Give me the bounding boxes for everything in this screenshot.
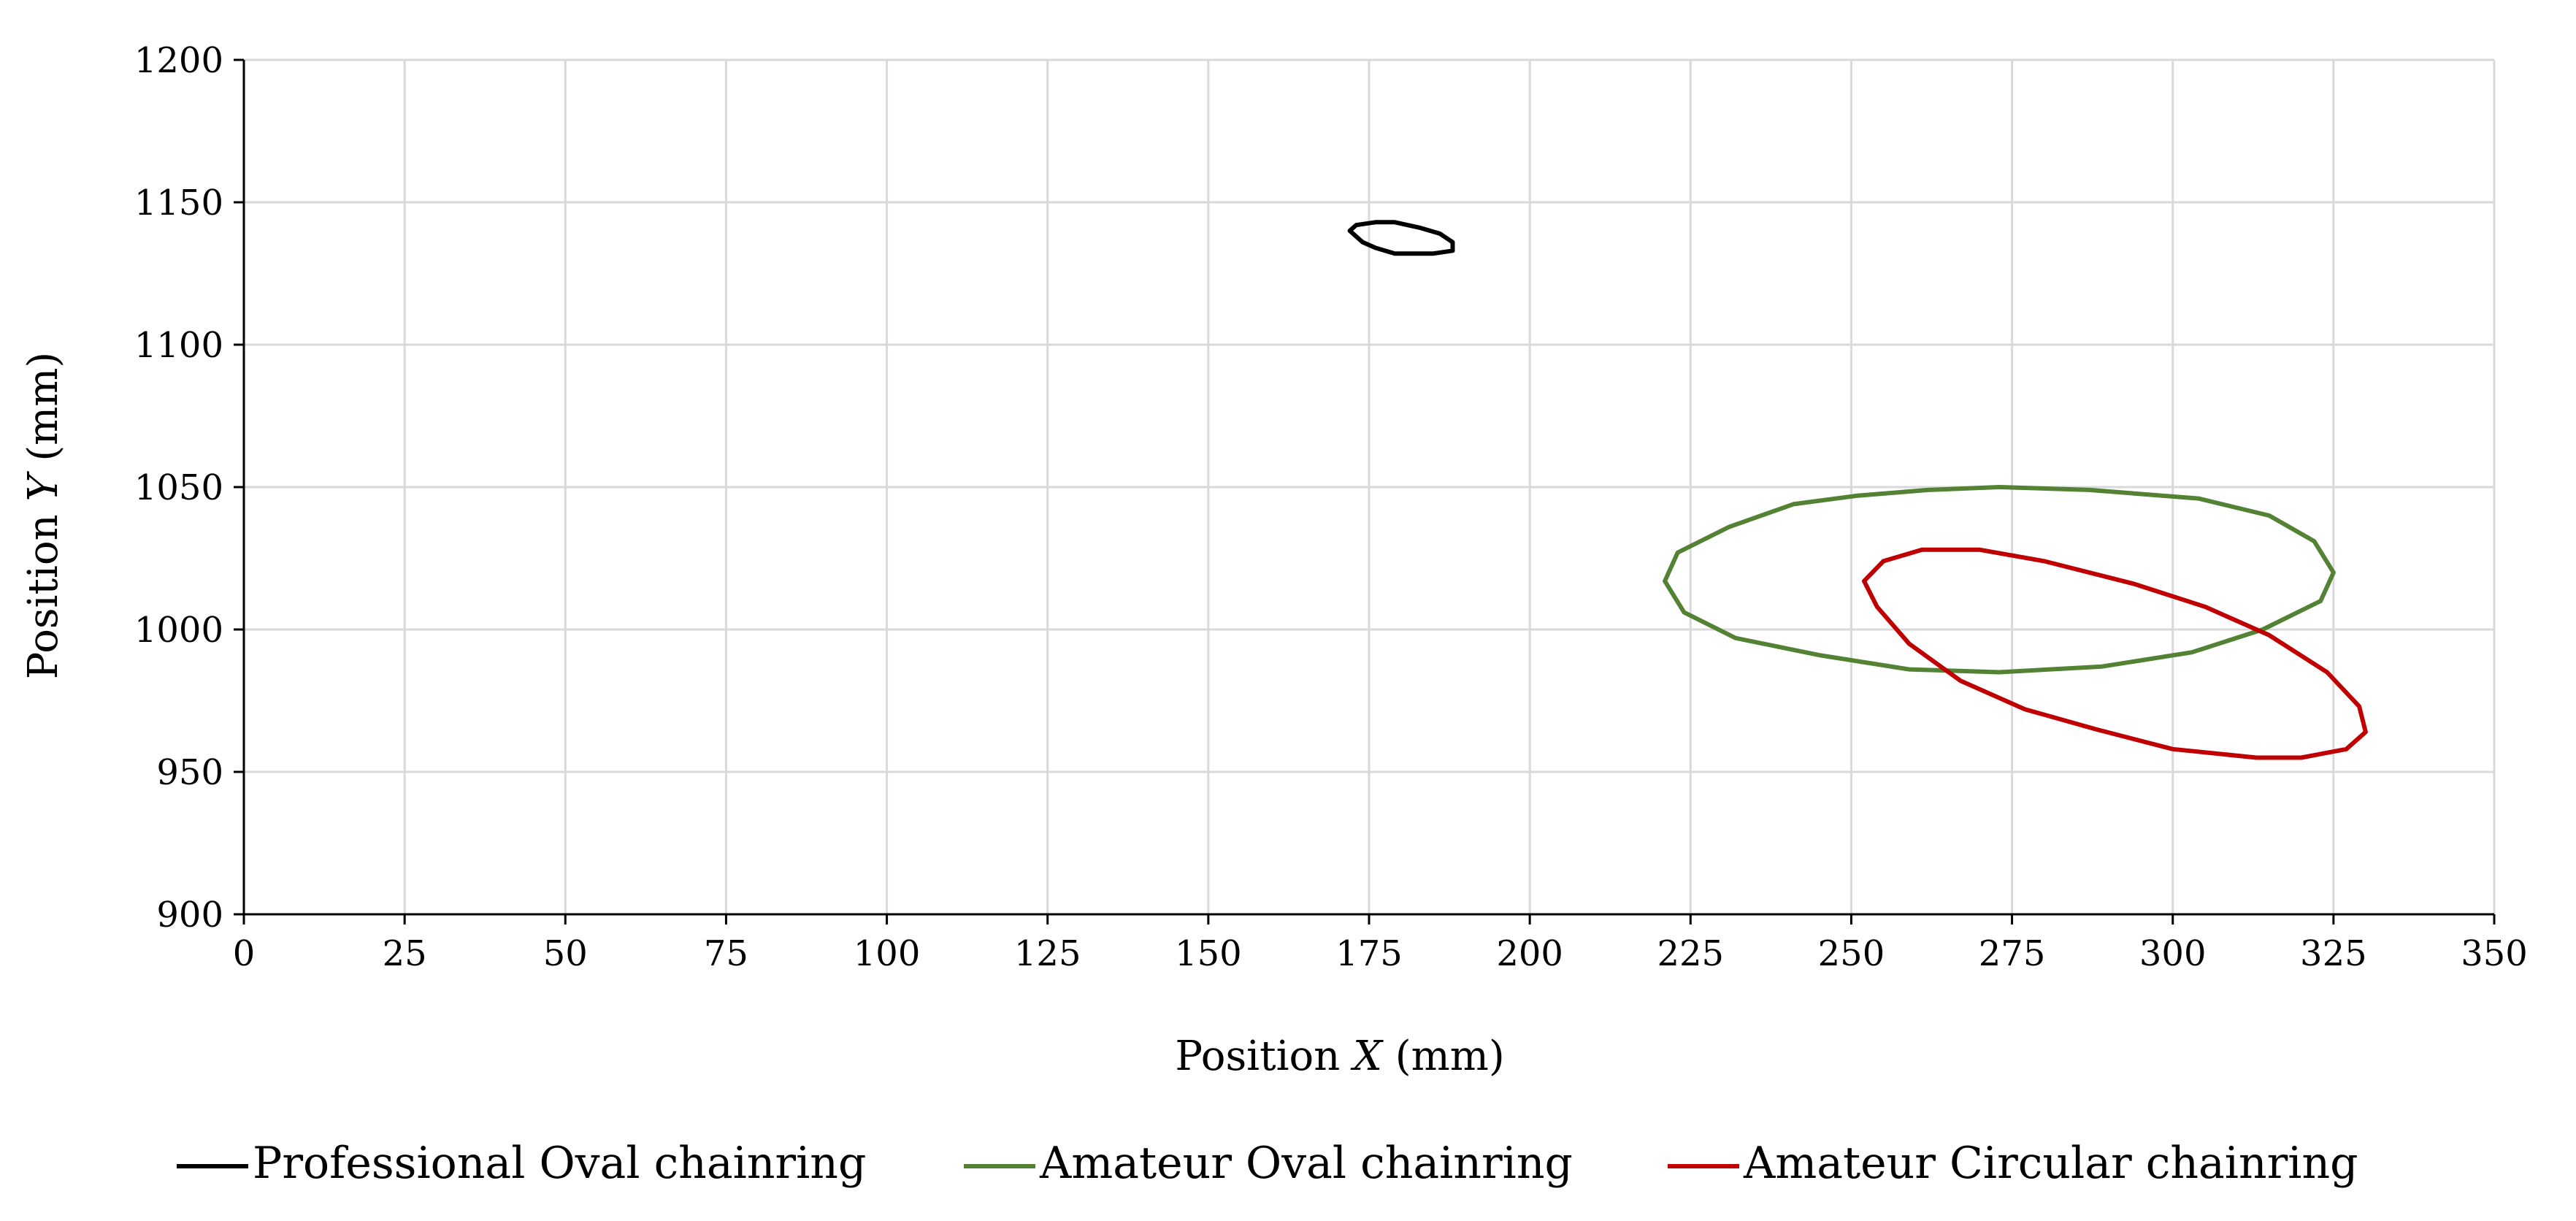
y-tick-label: 950 [156, 752, 223, 793]
series-professional-oval [1347, 220, 1455, 256]
x-tick-label: 225 [1657, 933, 1724, 974]
x-tick-label: 125 [1014, 933, 1081, 974]
y-tick-label: 1050 [134, 467, 223, 508]
y-tick-label: 1150 [134, 183, 223, 223]
y-tick-label: 900 [156, 895, 223, 935]
legend-item-professional-oval: Professional Oval chainring [177, 1138, 866, 1189]
y-tick-label: 1200 [134, 40, 223, 81]
x-tick-label: 150 [1175, 933, 1242, 974]
x-tick-label: 175 [1335, 933, 1403, 974]
legend-label: Amateur Circular chainring [1743, 1138, 2358, 1189]
y-tick-label: 1000 [134, 610, 223, 651]
series-amateur-oval [1663, 485, 2336, 675]
legend-label: Professional Oval chainring [253, 1138, 866, 1189]
tick-labels: 0 25 50 75 100 125 150 175 200 225 250 275 300 325 350… [134, 40, 2528, 974]
legend-label: Amateur Oval chainring [1039, 1138, 1573, 1189]
legend: Professional Oval chainring Amateur Oval… [177, 1138, 2358, 1189]
x-tick-label: 25 [383, 933, 427, 974]
x-tick-label: 100 [854, 933, 921, 974]
x-tick-label: 250 [1818, 933, 1885, 974]
series-lines [1347, 220, 2368, 760]
x-tick-label: 325 [2300, 933, 2367, 974]
legend-item-amateur-oval: Amateur Oval chainring [964, 1138, 1573, 1189]
legend-item-amateur-circular: Amateur Circular chainring [1668, 1138, 2358, 1189]
axes [234, 58, 2496, 925]
x-axis-title: Position X (mm) [1175, 1033, 1504, 1080]
series-amateur-circular [1862, 547, 2368, 760]
x-tick-label: 75 [704, 933, 748, 974]
x-tick-label: 0 [233, 933, 256, 974]
x-tick-label: 275 [1979, 933, 2046, 974]
x-tick-label: 350 [2461, 933, 2528, 974]
x-tick-label: 300 [2139, 933, 2207, 974]
y-axis-title: Position Y (mm) [20, 352, 67, 679]
x-tick-label: 50 [543, 933, 588, 974]
y-tick-label: 1100 [134, 325, 223, 366]
x-tick-label: 200 [1496, 933, 1563, 974]
